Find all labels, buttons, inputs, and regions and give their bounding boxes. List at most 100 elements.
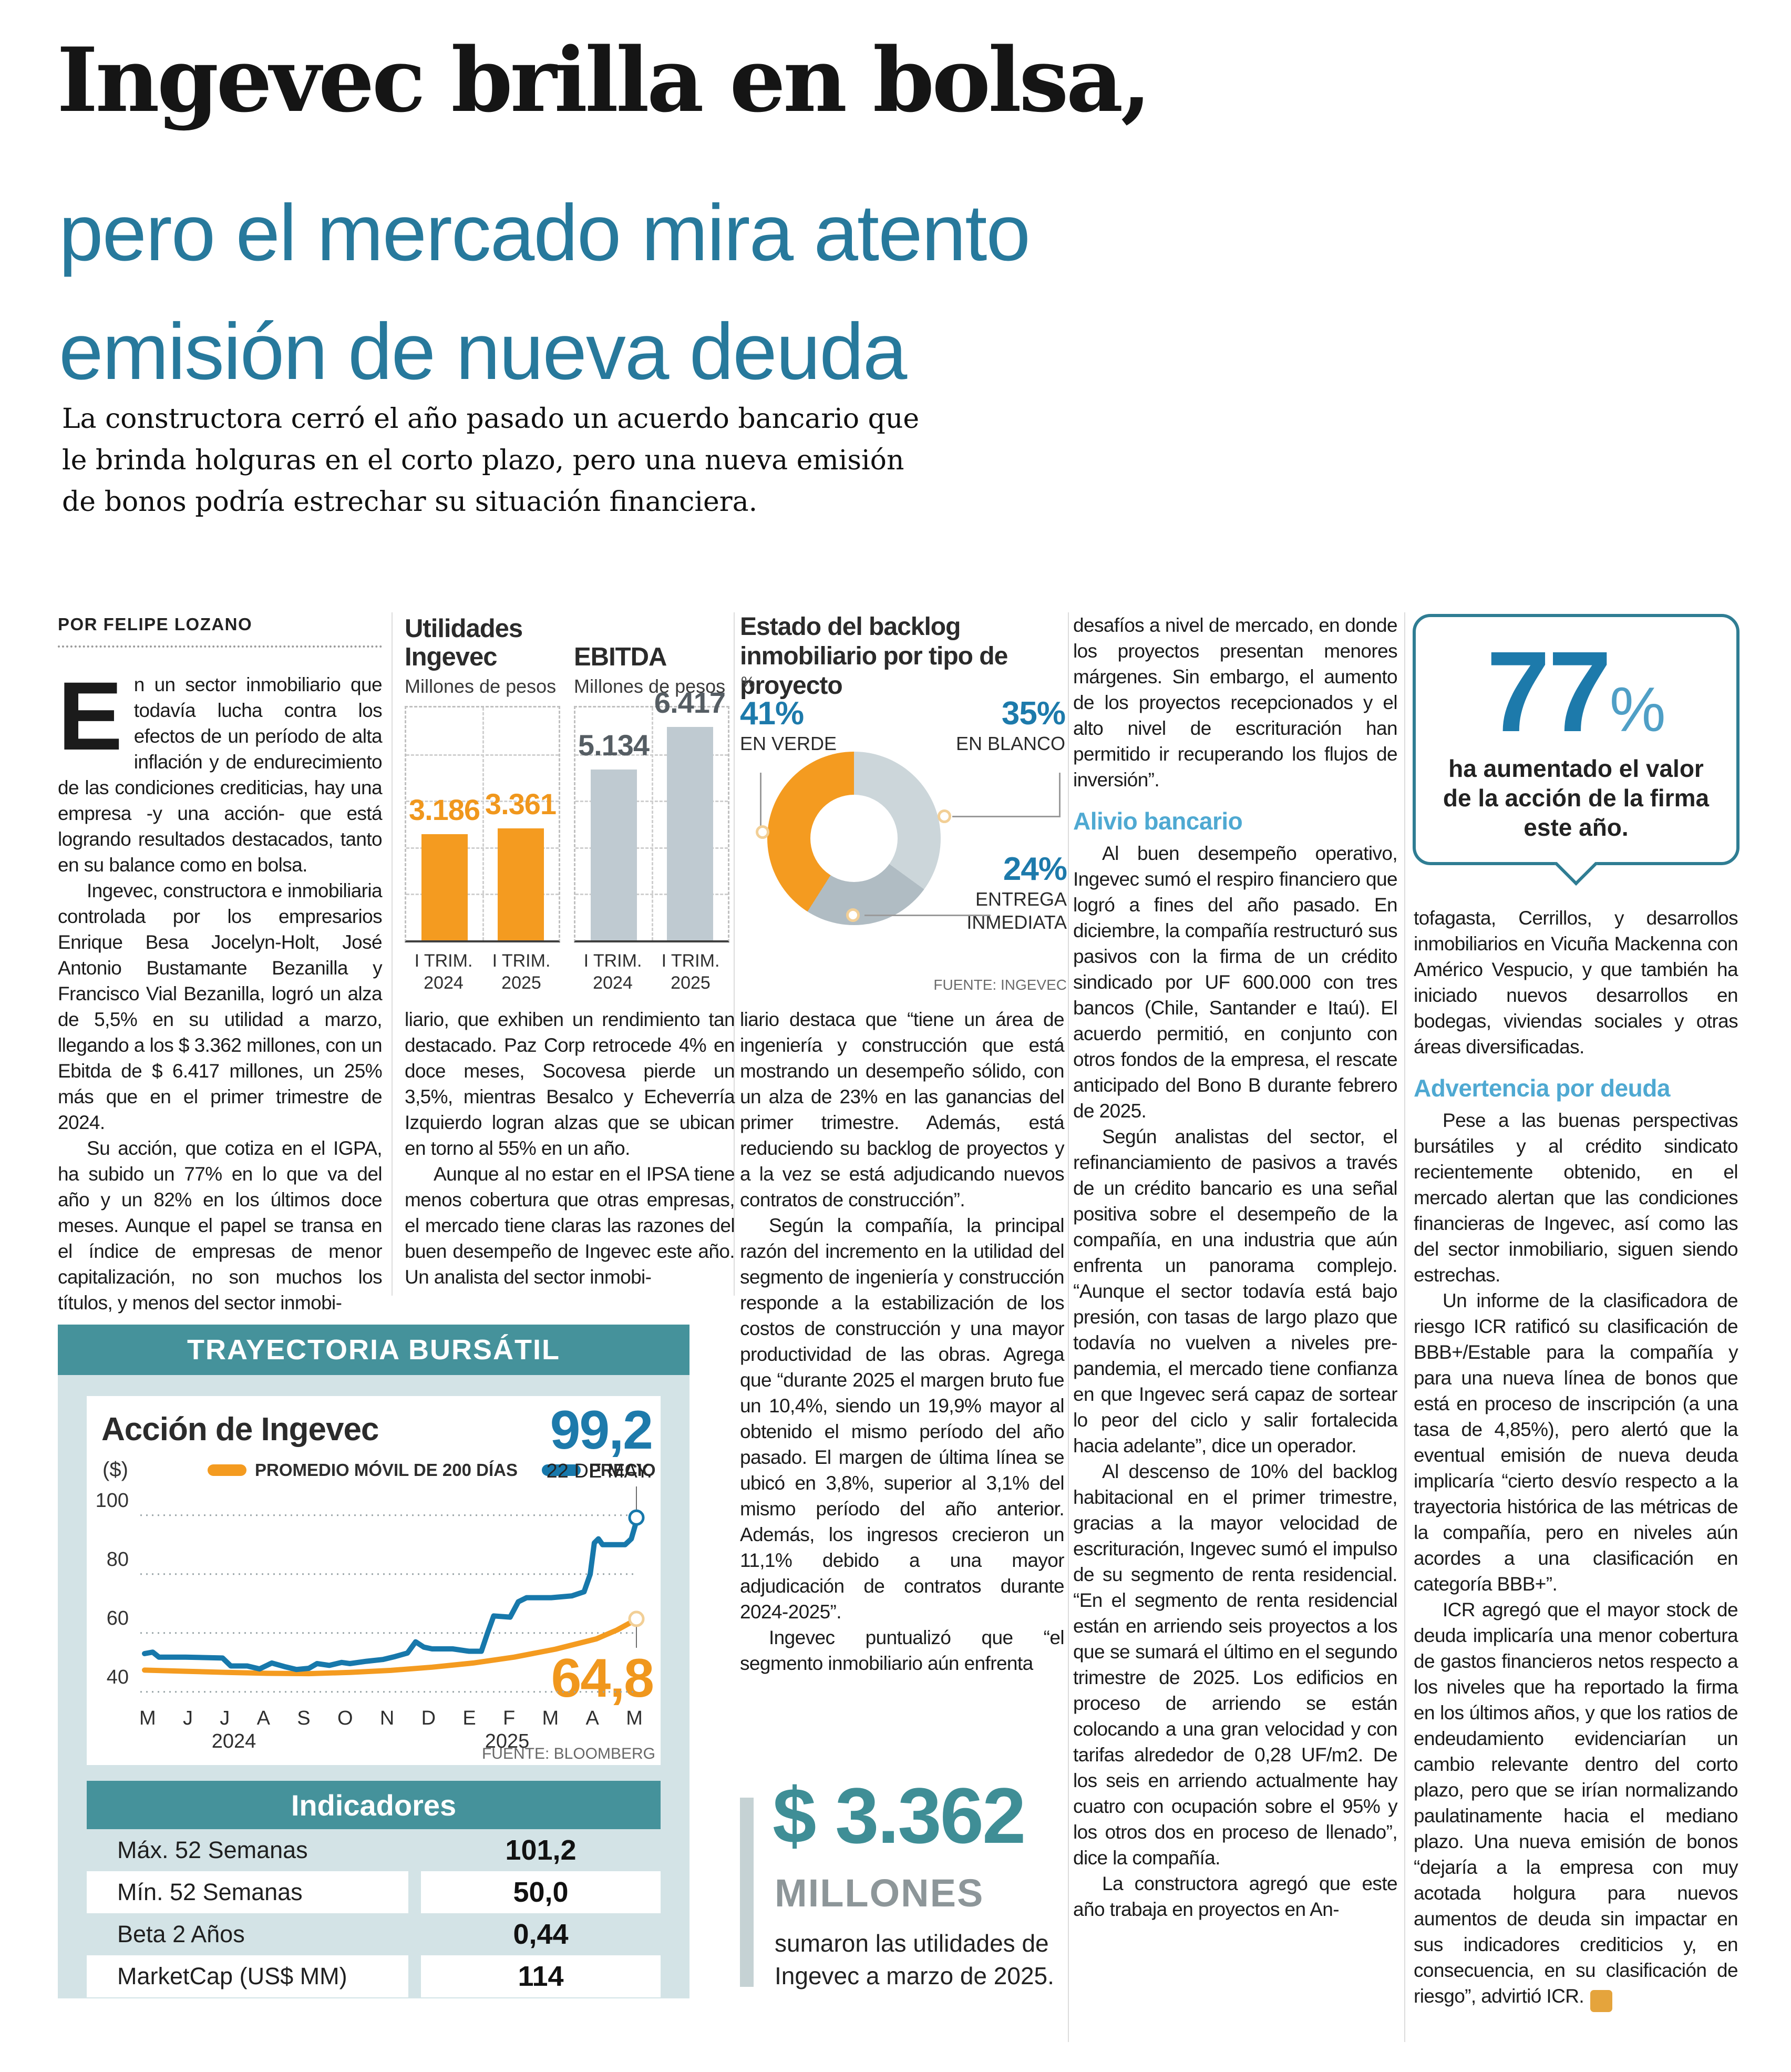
price-legend-swatch [542, 1464, 581, 1476]
table-row: Mín. 52 Semanas 50,0 [87, 1871, 661, 1913]
big-number-caption: sumaron las utilidades de Ingevec a marz… [775, 1930, 1054, 1989]
callout-number: 77 [1486, 628, 1611, 756]
ebitda-bar-chart: EBITDA Millones de pesos 5.134 6.417 I TR… [574, 612, 729, 994]
category-label: I TRIM. 2025 [492, 951, 551, 993]
indicators-table-header: Indicadores [87, 1781, 661, 1829]
callout-caption: ha aumentado el valor de la acción de la… [1443, 755, 1710, 841]
bar-value-label: 3.361 [485, 787, 557, 820]
article-subtitle: pero el mercado mira atento emisión de n… [59, 173, 1425, 411]
column-divider [1404, 612, 1405, 2042]
big-number-value: $ 3.362 [773, 1771, 1026, 1860]
donut-label-entrega-inmediata: 24% ENTREGA INMEDIATA [966, 851, 1067, 933]
donut-callout-dot [938, 809, 951, 823]
chart-title: Utilidades Ingevec [405, 614, 523, 671]
donut-label-en-blanco: 35% EN BLANCO [955, 695, 1066, 754]
paragraph: desafíos a nivel de mercado, en donde lo… [1073, 614, 1398, 791]
stock-chart-panel: TRAYECTORIA BURSÁTIL Acción de Ingevec (… [58, 1325, 689, 1998]
body-column-5: tofagasta, Cerrillos, y desarrollos inmo… [1414, 905, 1738, 2012]
year-label-2024: 2024 [211, 1730, 256, 1752]
paragraph: Según analistas del sector, el refinanci… [1073, 1126, 1398, 1456]
donut-callout-dot [846, 908, 860, 922]
chart-categories: I TRIM. 2024 I TRIM. 2025 [405, 950, 560, 994]
chart-title: EBITDA [574, 643, 667, 671]
table-row: MarketCap (US$ MM) 114 [87, 1955, 661, 1997]
drop-cap: E [58, 662, 122, 771]
bar-value-label: 6.417 [654, 686, 726, 719]
paragraph: Ingevec puntualizó que “el segmento inmo… [740, 1627, 1065, 1674]
ma-end-label: 64,8 [551, 1648, 654, 1709]
body-column-2: liario, que exhiben un rendimiento tan d… [405, 1007, 735, 1290]
chart-subtitle: Millones de pesos [405, 675, 557, 697]
callout-percent-sign: % [1609, 674, 1666, 745]
price-end-label: 99,2 [550, 1400, 653, 1461]
table-row: Máx. 52 Semanas 101,2 [117, 1834, 577, 1866]
stock-chart-card: Acción de Ingevec ($) PROMEDIO MÓVIL DE … [87, 1396, 661, 1765]
paragraph: liario, que exhiben un rendimiento tan d… [405, 1009, 735, 1159]
chart-subtitle: Millones de pesos [574, 675, 726, 697]
ma-legend-swatch [208, 1464, 246, 1476]
bar [497, 828, 544, 940]
paragraph: Según la compañía, la principal razón de… [740, 1215, 1065, 1623]
paragraph: Al descenso de 10% del backlog habitacio… [1073, 1461, 1398, 1869]
big-number-block: $ 3.362 MILLONES sumaron las utilidades … [740, 1770, 1066, 1992]
stat-callout-box: 77% ha aumentado el valor de la acción d… [1413, 614, 1739, 886]
price-end-date: 22 DE MAY. [546, 1460, 652, 1482]
donut-connector [760, 773, 761, 832]
donut-source: FUENTE: INGEVEC [933, 977, 1067, 993]
paragraph: Un informe de la clasificadora de riesgo… [1414, 1290, 1738, 1595]
y-tick: 80 [106, 1548, 129, 1571]
paragraph: Al buen desempeño operativo, Ingevec sum… [1073, 843, 1398, 1122]
category-label: I TRIM. 2025 [661, 951, 720, 993]
utilidades-bar-chart: Utilidades Ingevec Millones de pesos 3.1… [405, 612, 560, 994]
column-divider [392, 612, 393, 1296]
y-tick: 40 [106, 1666, 129, 1688]
article-title: Ingevec brilla en bolsa, [57, 28, 1151, 132]
bar [666, 727, 713, 940]
donut-connector [864, 915, 991, 916]
callout-tail [1554, 842, 1598, 886]
section-subhead: Alivio bancario [1073, 807, 1243, 835]
backlog-donut-chart [767, 752, 941, 925]
stock-line-chart [140, 1486, 645, 1693]
chart-legend: PROMEDIO MÓVIL DE 200 DÍAS PRECIO [208, 1460, 656, 1480]
category-label: I TRIM. 2024 [583, 951, 642, 993]
bar-value-label: 5.134 [578, 729, 650, 762]
paragraph: tofagasta, Cerrillos, y desarrollos inmo… [1414, 907, 1738, 1058]
section-subhead: Advertencia por deuda [1414, 1074, 1670, 1102]
donut-callout-dot [756, 825, 769, 839]
donut-connector [952, 773, 1061, 817]
chart-plot: 5.134 6.417 [574, 686, 729, 942]
column-divider [734, 612, 735, 1296]
legend-item-price: PRECIO [542, 1460, 656, 1480]
end-of-article-icon: S [1590, 1990, 1630, 2012]
category-label: I TRIM. 2024 [414, 951, 473, 993]
paragraph: La constructora agregó que este año trab… [1073, 1873, 1398, 1920]
table-row: Beta 2 Años 0,44 [117, 1919, 569, 1950]
bar-value-label: 3.186 [408, 793, 480, 826]
big-number-rule [740, 1798, 754, 1987]
panel-banner: TRAYECTORIA BURSÁTIL [58, 1325, 689, 1375]
article-lede: La constructora cerró el año pasado un a… [62, 403, 920, 518]
stock-chart-source: FUENTE: BLOOMBERG [481, 1745, 655, 1762]
y-tick: 100 [95, 1490, 129, 1512]
year-label-2025: 2025 [485, 1730, 530, 1752]
body-column-3: liario destaca que “tiene un área de ing… [740, 1007, 1065, 1676]
paragraph: Ingevec, constructora e inmobiliaria con… [58, 880, 383, 1133]
donut-label-en-verde: 41% EN VERDE [740, 695, 837, 754]
legend-item-ma: PROMEDIO MÓVIL DE 200 DÍAS [208, 1460, 518, 1480]
indicators-table: Máx. 52 Semanas 101,2 Mín. 52 Semanas 50… [87, 1829, 661, 1997]
body-column-4: desafíos a nivel de mercado, en donde lo… [1073, 612, 1398, 1922]
paragraph: liario destaca que “tiene un área de ing… [740, 1009, 1065, 1211]
paragraph: Su acción, que cotiza en el IGPA, ha sub… [58, 1137, 383, 1314]
chart-categories: I TRIM. 2024 I TRIM. 2025 [574, 950, 729, 994]
column-divider [1068, 612, 1069, 2042]
donut-unit-label: % [741, 674, 755, 691]
chart-plot: 3.186 3.361 [405, 706, 560, 942]
byline: POR FELIPE LOZANO [58, 611, 382, 648]
bar [590, 770, 637, 940]
paragraph: Pese a las buenas perspectivas bursátile… [1414, 1110, 1738, 1286]
subtitle-line1: pero el mercado mira atento [59, 188, 1031, 278]
